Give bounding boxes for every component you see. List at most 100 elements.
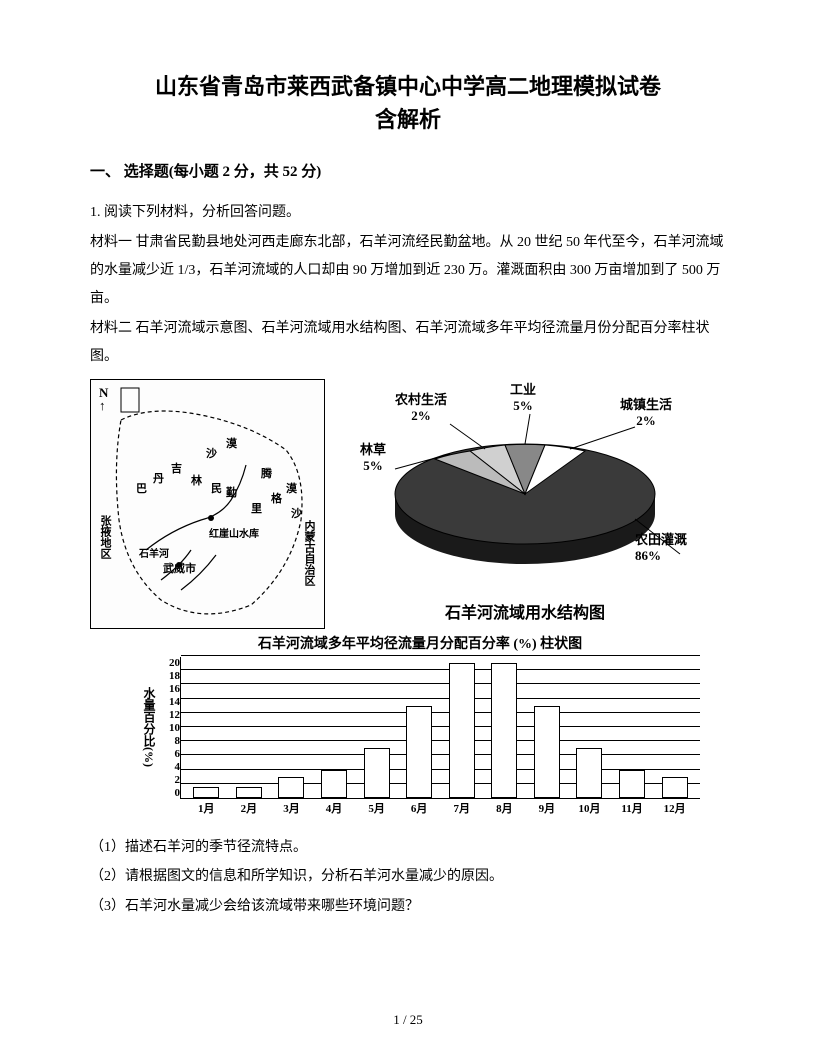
- bar-xlabel: 1月: [198, 800, 215, 816]
- bar-column: 3月: [272, 777, 310, 798]
- map-label: 林: [191, 472, 202, 488]
- bar-rect: [619, 770, 645, 798]
- title-line-2: 含解析: [90, 103, 726, 136]
- pie-slice-label: 工业5%: [510, 379, 536, 414]
- sub-question-2: （2）请根据图文的信息和所学知识，分析石羊河水量减少的原因。: [90, 862, 726, 891]
- map-label: 巴: [136, 480, 147, 496]
- bar-xlabel: 6月: [411, 800, 428, 816]
- bar-column: 4月: [315, 770, 353, 798]
- bar-column: 9月: [528, 706, 566, 798]
- material-2: 材料二 石羊河流域示意图、石羊河流域用水结构图、石羊河流域多年平均径流量月份分配…: [90, 315, 726, 371]
- bar-xlabel: 12月: [664, 800, 686, 816]
- bar-xlabel: 3月: [283, 800, 300, 816]
- bar-xlabel: 7月: [454, 800, 471, 816]
- bar-xlabel: 9月: [539, 800, 556, 816]
- bar-rect: [534, 706, 560, 798]
- title-line-1: 山东省青岛市莱西武备镇中心中学高二地理模拟试卷: [90, 70, 726, 103]
- bar-ylabel: 水量百分比(%): [140, 657, 158, 817]
- bar-gridline: [181, 712, 700, 713]
- bar-plot-area: 1月 2月 3月4月5月6月7月8月9月10月11月12月: [180, 657, 700, 799]
- map-figure: N ↑ 漠沙吉丹巴林民勤腾漠格沙里张掖地区内蒙古自治区红崖山水库武威市石羊河: [90, 379, 325, 629]
- bar-ytick: 0: [158, 787, 180, 799]
- bar-gridline: [181, 698, 700, 699]
- pie-slice-label: 林草5%: [360, 439, 386, 474]
- bar-ytick: 4: [158, 761, 180, 773]
- map-label: 民: [211, 480, 222, 496]
- page-title: 山东省青岛市莱西武备镇中心中学高二地理模拟试卷 含解析: [90, 70, 726, 136]
- bar-rect: [576, 748, 602, 798]
- bar-ytick: 14: [158, 696, 180, 708]
- bar-ytick: 20: [158, 657, 180, 669]
- bar-ytick: 10: [158, 722, 180, 734]
- bar-xlabel: 2月: [241, 800, 258, 816]
- bar-gridline: [181, 740, 700, 741]
- bar-gridline: [181, 655, 700, 656]
- figures-row: N ↑ 漠沙吉丹巴林民勤腾漠格沙里张掖地区内蒙古自治区红崖山水库武威市石羊河: [90, 379, 726, 629]
- map-label: 勤: [226, 484, 237, 500]
- bar-xlabel: 5月: [368, 800, 385, 816]
- bar-rect: [236, 787, 262, 798]
- bar-gridline: [181, 669, 700, 670]
- bar-rect: [278, 777, 304, 798]
- bar-column: 7月: [443, 663, 481, 798]
- bar-column: 12月: [656, 777, 694, 798]
- map-label: 格: [271, 490, 282, 506]
- map-label: 漠: [226, 435, 237, 451]
- map-label: 武威市: [163, 560, 196, 576]
- pie-slice-label: 农田灌溉86%: [635, 529, 687, 564]
- bar-rect: [193, 787, 219, 798]
- bar-ytick: 2: [158, 774, 180, 786]
- bar-title: 石羊河流域多年平均径流量月分配百分率 (%) 柱状图: [140, 633, 700, 653]
- bar-xlabel: 11月: [621, 800, 642, 816]
- pie-slice-label: 城镇生活2%: [620, 394, 672, 429]
- pie-svg: [335, 399, 715, 609]
- pie-chart: 农村生活2% 工业5% 城镇生活2% 林草5% 农田灌溉86% 石羊河流域用水结构图: [335, 379, 726, 629]
- map-label: 内蒙古自治区: [301, 520, 317, 586]
- bar-rect: [491, 663, 517, 798]
- page-footer: 1 / 25: [0, 1012, 816, 1028]
- map-label: 沙: [291, 505, 302, 521]
- bar-column: 11月: [613, 770, 651, 798]
- map-label: 吉: [171, 460, 182, 476]
- bar-xlabel: 8月: [496, 800, 513, 816]
- bar-column: 2月: [230, 787, 268, 798]
- map-label: 沙: [206, 445, 217, 461]
- map-label: 丹: [153, 470, 164, 486]
- bar-ytick: 6: [158, 748, 180, 760]
- bar-ytick: 8: [158, 735, 180, 747]
- bar-rect: [449, 663, 475, 798]
- map-label: 红崖山水库: [209, 525, 259, 540]
- bar-area: 水量百分比(%) 20181614121086420 1月2月3月4月5月6月7…: [140, 657, 700, 817]
- bar-yaxis: 20181614121086420: [158, 657, 180, 817]
- bar-gridline: [181, 754, 700, 755]
- bar-rect: [321, 770, 347, 798]
- material-1: 材料一 甘肃省民勤县地处河西走廊东北部，石羊河流经民勤盆地。从 20 世纪 50…: [90, 229, 726, 313]
- bar-column: 8月: [485, 663, 523, 798]
- bar-ytick: 18: [158, 670, 180, 682]
- bar-gridline: [181, 726, 700, 727]
- sub-question-1: （1）描述石羊河的季节径流特点。: [90, 833, 726, 862]
- bar-rect: [406, 706, 432, 798]
- bar-gridline: [181, 683, 700, 684]
- bar-column: 5月: [358, 748, 396, 798]
- bar-column: 1月: [187, 787, 225, 798]
- bar-ytick: 16: [158, 683, 180, 695]
- pie-slice-label: 农村生活2%: [395, 389, 447, 424]
- bar-column: 10月: [570, 748, 608, 798]
- map-label: 漠: [286, 480, 297, 496]
- map-label: 石羊河: [139, 545, 169, 560]
- question-intro: 1. 阅读下列材料，分析回答问题。: [90, 199, 726, 227]
- map-label: 张掖地区: [97, 515, 113, 559]
- sub-question-3: （3）石羊河水量减少会给该流域带来哪些环境问题？: [90, 892, 726, 921]
- map-label: 里: [251, 500, 262, 516]
- bar-xlabel: 4月: [326, 800, 343, 816]
- bar-rect: [364, 748, 390, 798]
- bar-chart: 石羊河流域多年平均径流量月分配百分率 (%) 柱状图 水量百分比(%) 2018…: [140, 633, 700, 833]
- map-label: 腾: [261, 465, 272, 481]
- pie-title: 石羊河流域用水结构图: [445, 599, 605, 623]
- bar-rect: [662, 777, 688, 798]
- bar-column: 6月: [400, 706, 438, 798]
- bar-xlabel: 10月: [578, 800, 600, 816]
- section-header: 一、 选择题(每小题 2 分，共 52 分): [90, 160, 726, 181]
- bar-ytick: 12: [158, 709, 180, 721]
